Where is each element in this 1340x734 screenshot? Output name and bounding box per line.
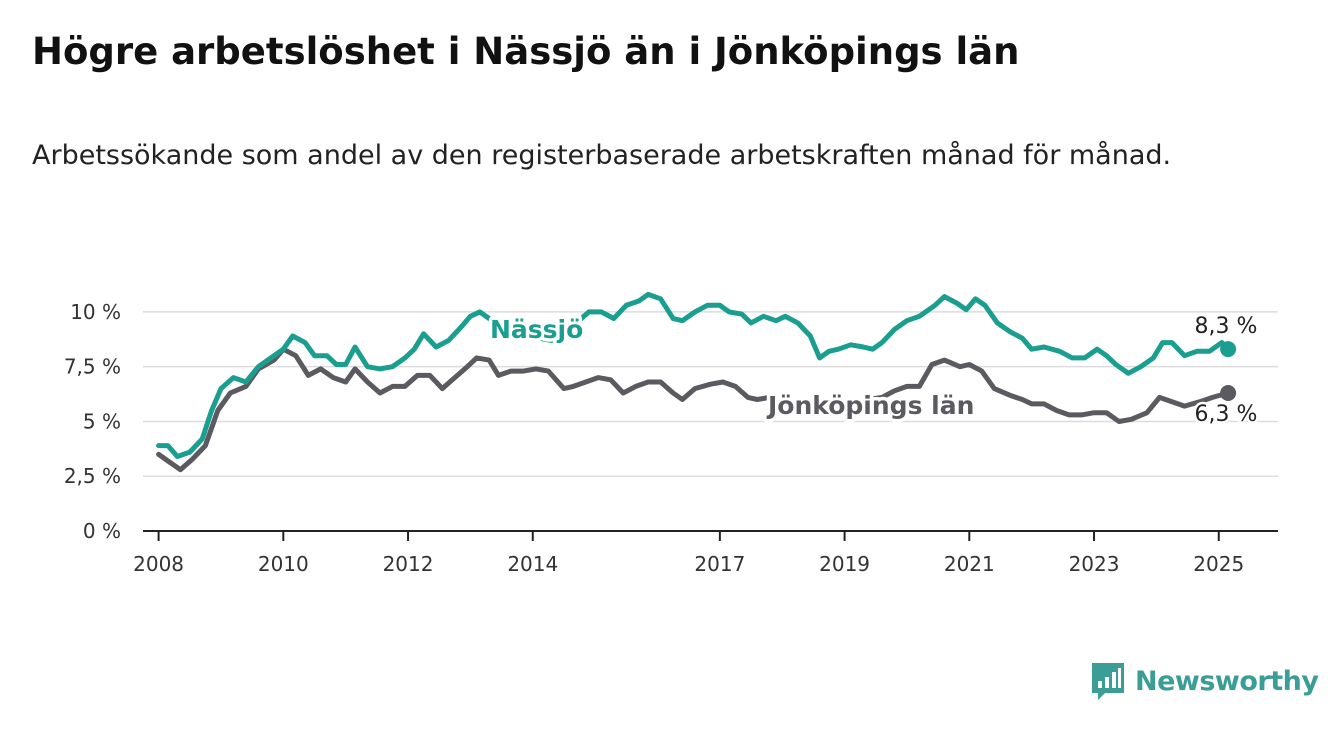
brand-name: Newsworthy <box>1135 665 1319 697</box>
chart-title: Högre arbetslöshet i Nässjö än i Jönköpi… <box>32 30 1020 73</box>
y-tick-label: 2,5 % <box>64 464 121 488</box>
series-label-nassjo: Nässjö <box>490 315 583 344</box>
x-tick-label: 2012 <box>383 552 434 576</box>
x-tick-label: 2014 <box>507 552 558 576</box>
x-axis: 2008 2010 2012 2014 2017 2019 2021 2023 2025 <box>133 530 1278 576</box>
y-tick-label: 5 % <box>83 409 121 433</box>
x-tick-label: 2008 <box>133 552 184 576</box>
series-label-lan: Jönköpings län <box>766 391 974 420</box>
series-lines <box>156 291 1237 473</box>
x-tick-label: 2017 <box>694 552 745 576</box>
y-tick-label: 7,5 % <box>64 355 121 379</box>
x-tick-label: 2021 <box>944 552 995 576</box>
x-tick-label: 2023 <box>1069 552 1120 576</box>
y-tick-label: 10 % <box>70 300 121 324</box>
x-tick-label: 2010 <box>258 552 309 576</box>
newsworthy-logo-icon <box>1092 663 1124 700</box>
y-tick-label: 0 % <box>83 519 121 543</box>
end-value-label-nassjo: 8,3 % <box>1195 314 1258 339</box>
series-end-dot <box>1220 341 1237 358</box>
series-line <box>156 346 1231 473</box>
chart-subtitle: Arbetssökande som andel av den registerb… <box>32 140 1172 171</box>
y-axis-ticks: 0 % 2,5 % 5 % 7,5 % 10 % <box>64 300 121 543</box>
x-tick-label: 2019 <box>819 552 870 576</box>
x-tick-label: 2025 <box>1193 552 1244 576</box>
brand-logo: Newsworthy <box>1089 660 1319 702</box>
series-end-dot <box>1220 384 1237 401</box>
grid-lines <box>143 311 1278 477</box>
series-line <box>156 291 1231 459</box>
end-value-label-lan: 6,3 % <box>1195 402 1258 427</box>
series-labels: Nässjö Jönköpings län 8,3 % 6,3 % <box>487 312 1260 430</box>
